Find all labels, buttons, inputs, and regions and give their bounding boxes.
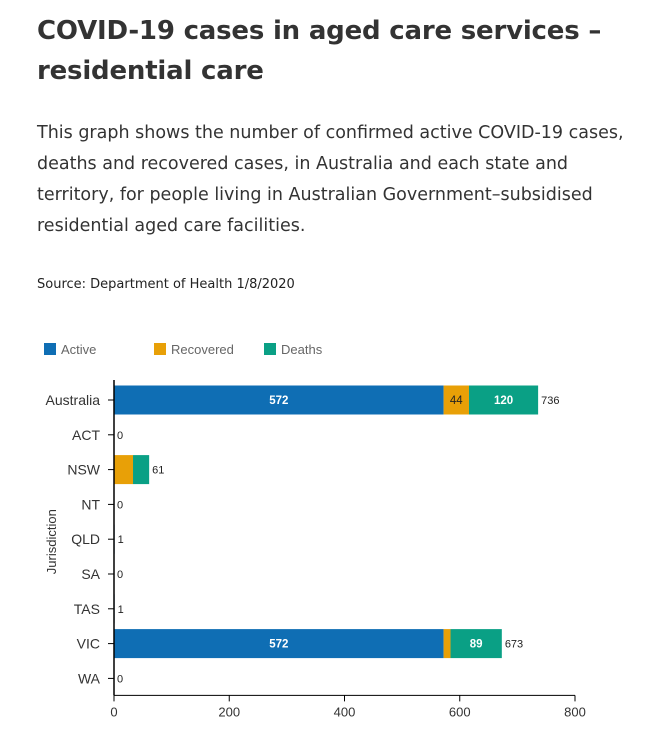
total-label-qld: 1 <box>118 534 124 546</box>
y-axis-title: Jurisdiction <box>44 509 59 574</box>
segment-label-vic-active: 572 <box>269 639 288 651</box>
x-tick-label-400: 400 <box>334 704 356 719</box>
y-tick-label-tas: TAS <box>74 601 100 617</box>
total-label-wa: 0 <box>117 673 123 685</box>
bar-australia-recovered <box>443 385 469 415</box>
bar-vic-recovered <box>443 629 451 659</box>
legend-swatch-active <box>44 343 56 355</box>
page-title: COVID-19 cases in aged care services – r… <box>37 16 602 86</box>
total-label-act: 0 <box>117 430 123 442</box>
total-label-tas: 1 <box>118 604 124 616</box>
y-tick-label-act: ACT <box>72 427 100 443</box>
y-tick-label-wa: WA <box>78 670 101 686</box>
y-tick-label-qld: QLD <box>71 531 100 547</box>
bar-vic-active <box>114 629 444 659</box>
x-tick-label-600: 600 <box>449 704 471 719</box>
legend-swatch-recovered <box>154 343 166 355</box>
legend-label-recovered: Recovered <box>171 342 234 357</box>
y-tick-label-australia: Australia <box>46 392 101 408</box>
bar-australia-deaths <box>468 385 539 415</box>
chart-description: This graph shows the number of confirmed… <box>37 123 624 236</box>
bar-nsw-deaths <box>133 455 150 485</box>
legend-swatch-deaths <box>264 343 276 355</box>
legend-label-deaths: Deaths <box>281 342 323 357</box>
bar-australia-active <box>114 385 444 415</box>
y-tick-label-vic: VIC <box>77 636 100 652</box>
total-label-vic: 673 <box>505 639 523 651</box>
total-label-sa: 0 <box>117 569 123 581</box>
source-note: Source: Department of Health 1/8/2020 <box>37 277 295 292</box>
bar-vic-deaths <box>450 629 502 659</box>
y-tick-label-sa: SA <box>81 566 100 582</box>
legend-label-active: Active <box>61 342 96 357</box>
y-tick-label-nt: NT <box>81 496 100 512</box>
total-label-nt: 0 <box>117 499 123 511</box>
x-tick-label-800: 800 <box>564 704 586 719</box>
segment-label-australia-deaths: 120 <box>494 395 513 407</box>
bar-nsw-recovered <box>114 455 134 485</box>
stacked-bar-chart: Active Recovered Deaths 572 44 120 572 89 736 0 61… <box>44 342 586 719</box>
total-label-nsw: 61 <box>152 465 164 477</box>
y-tick-label-nsw: NSW <box>67 462 100 478</box>
segment-label-australia-active: 572 <box>269 395 288 407</box>
x-tick-label-200: 200 <box>218 704 240 719</box>
x-tick-label-0: 0 <box>110 704 117 719</box>
total-label-australia: 736 <box>541 395 559 407</box>
segment-label-australia-recovered: 44 <box>450 395 463 407</box>
segment-label-vic-deaths: 89 <box>470 639 483 651</box>
